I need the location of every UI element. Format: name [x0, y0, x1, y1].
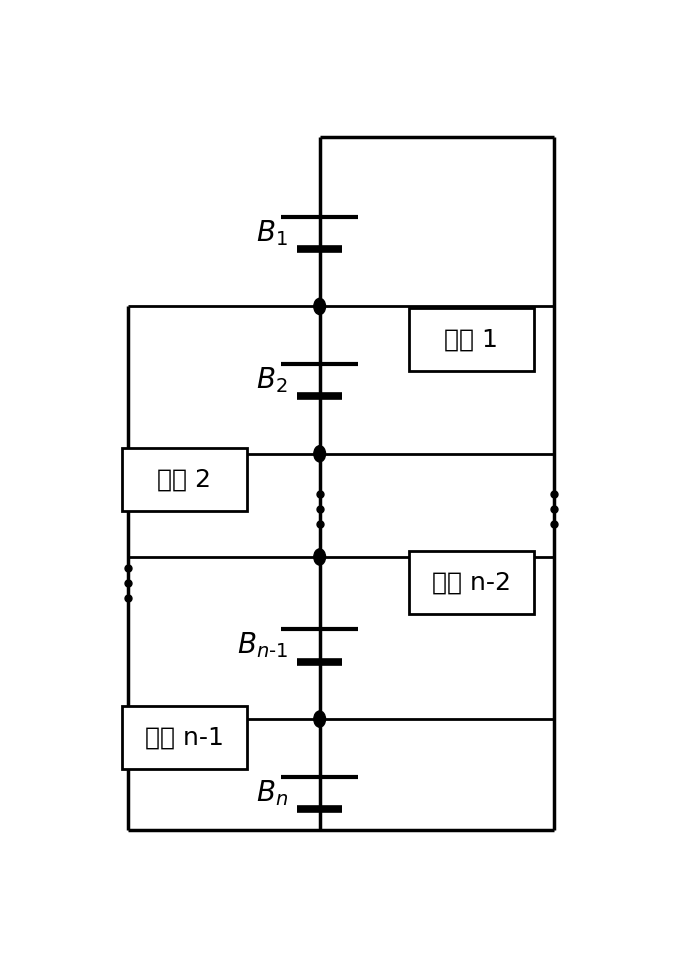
Bar [409, 308, 534, 371]
Text: $B_1$: $B_1$ [256, 218, 288, 248]
Circle shape [314, 446, 326, 462]
Bar [121, 706, 246, 768]
Text: $B_2$: $B_2$ [257, 366, 288, 395]
Circle shape [314, 711, 326, 727]
Bar [409, 551, 534, 614]
Circle shape [314, 549, 326, 565]
Circle shape [314, 299, 326, 315]
Text: 电路 n-1: 电路 n-1 [145, 725, 224, 749]
Text: 电路 1: 电路 1 [445, 327, 498, 351]
Text: $B_{n\text{-}1}$: $B_{n\text{-}1}$ [237, 631, 288, 660]
Text: $B_n$: $B_n$ [256, 778, 288, 808]
Bar [121, 448, 246, 511]
Text: 电路 n-2: 电路 n-2 [431, 570, 510, 594]
Text: 电路 2: 电路 2 [157, 468, 211, 492]
